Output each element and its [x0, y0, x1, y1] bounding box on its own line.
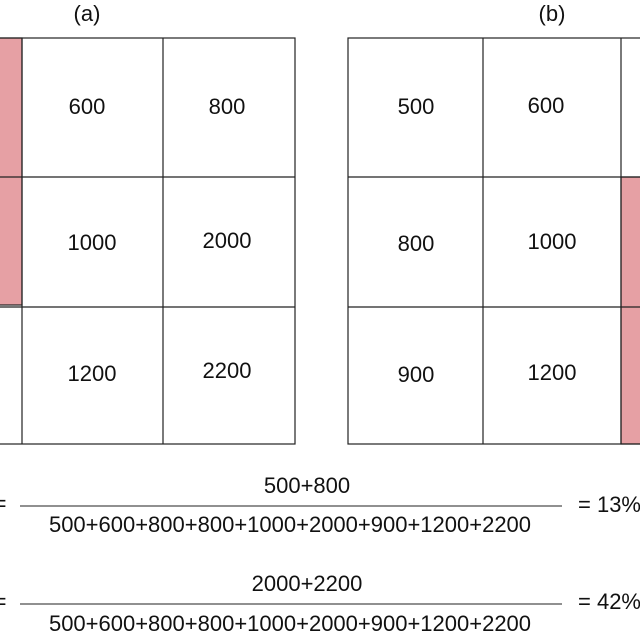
cell: 900 — [398, 362, 435, 387]
numerator: 500+800 — [264, 473, 350, 498]
cell: 500 — [398, 94, 435, 119]
cell: 800 — [398, 231, 435, 256]
denominator: 500+600+800+800+1000+2000+900+1200+2200 — [49, 611, 531, 636]
formula: = 500+800 500+600+800+800+1000+2000+900+… — [0, 473, 640, 537]
result: = 13% — [578, 492, 640, 517]
cell: 2200 — [203, 358, 252, 383]
panel-label: (b) — [539, 1, 566, 26]
grid-border — [347, 37, 640, 445]
panel-b: (b) 500 600 800 1000 900 1200 — [347, 1, 640, 445]
cell: 800 — [209, 94, 246, 119]
highlight-column — [620, 176, 640, 445]
cell: 1200 — [528, 360, 577, 385]
result: = 42% — [578, 589, 640, 614]
grid-border — [0, 37, 296, 445]
denominator: 500+600+800+800+1000+2000+900+1200+2200 — [49, 512, 531, 537]
cell: 600 — [69, 94, 106, 119]
equals: = — [0, 589, 6, 614]
cell: 1200 — [68, 361, 117, 386]
equals: = — [0, 491, 6, 516]
cell: 2000 — [203, 228, 252, 253]
cell: 600 — [528, 93, 565, 118]
highlight-column — [0, 37, 23, 306]
numerator: 2000+2200 — [252, 571, 363, 596]
panel-a: (a) 600 800 1000 2000 1200 2200 — [0, 1, 296, 445]
cell: 1000 — [528, 229, 577, 254]
panel-label: (a) — [74, 1, 101, 26]
formula: = 2000+2200 500+600+800+800+1000+2000+90… — [0, 571, 640, 636]
cell: 1000 — [68, 230, 117, 255]
